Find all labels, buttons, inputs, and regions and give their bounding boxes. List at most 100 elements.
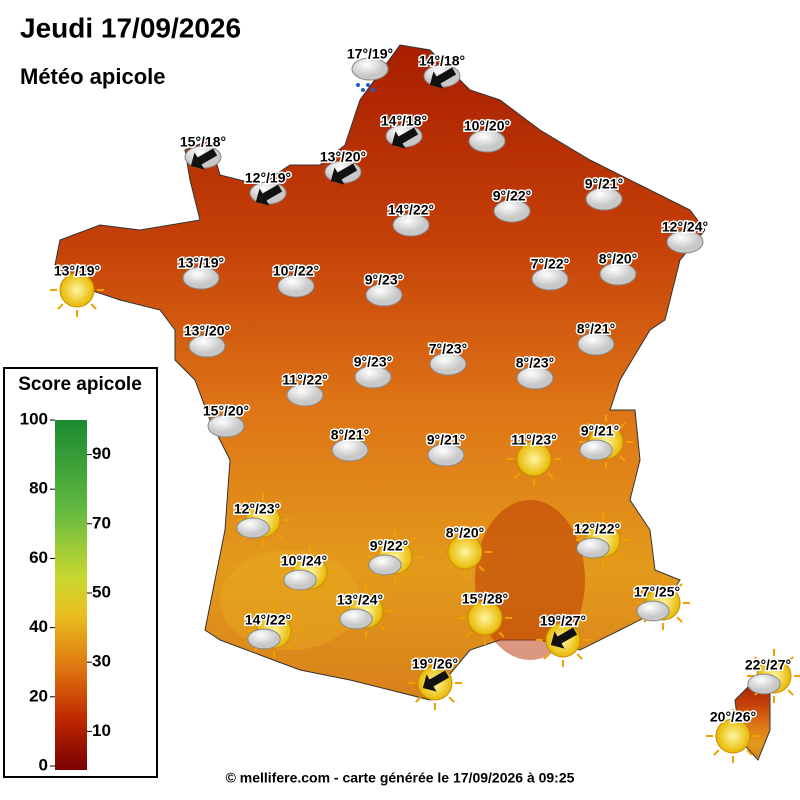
sun-ray <box>415 696 422 703</box>
city-forecast: 9°/22° <box>493 188 531 204</box>
sun-ray <box>713 749 720 756</box>
sun <box>447 534 483 570</box>
legend-tick-label: 10 <box>92 721 111 740</box>
cloud <box>427 443 465 467</box>
legend: Score apicole 0 10 20 30 40 50 60 70 80 90 100 <box>3 367 158 778</box>
city-forecast: 9°/21° <box>585 176 623 192</box>
sun-ray <box>643 583 650 590</box>
city-forecast: 15°/18° <box>180 134 226 150</box>
city-forecast: 8°/23° <box>516 355 554 371</box>
sun-ray <box>787 689 794 696</box>
cloud <box>493 199 531 223</box>
city-forecast: 13°/20° <box>320 149 366 165</box>
legend-title: Score apicole <box>18 374 142 395</box>
sun-ray <box>713 716 720 723</box>
city-forecast: 11°/23° <box>511 432 556 448</box>
sun <box>467 600 503 636</box>
city-labels: 17°/19° 14°/18° 14°/18° 10°/20° 15°/18° 13°/2… <box>52 44 792 726</box>
legend-tick-label: 80 <box>29 479 48 498</box>
city-forecast: 12°/22° <box>574 521 620 537</box>
legend-tick-label: 70 <box>92 513 111 532</box>
sun-ray <box>57 303 64 310</box>
cloud <box>368 554 402 576</box>
cloud <box>468 129 506 153</box>
legend-tick-label: 50 <box>92 582 111 601</box>
cloud <box>365 283 403 307</box>
cloud <box>339 608 373 630</box>
sun-ray <box>586 422 593 429</box>
sun-ray <box>576 620 583 627</box>
sun-ray <box>276 533 283 540</box>
sun-ray <box>514 472 521 479</box>
city-forecast: 12°/19° <box>245 170 291 186</box>
rain-drop <box>366 83 370 87</box>
cloud <box>247 628 281 650</box>
sun-ray <box>547 439 554 446</box>
wind-arrow <box>330 163 358 185</box>
sun <box>516 441 552 477</box>
city-forecast: 19°/27° <box>540 613 586 629</box>
sun-ray <box>583 520 590 527</box>
cloud <box>286 383 324 407</box>
city-forecast: 12°/23° <box>234 501 280 517</box>
wind-arrow <box>550 627 578 649</box>
sun <box>715 718 751 754</box>
cloud <box>283 569 317 591</box>
sun-ray <box>448 696 455 703</box>
sun-ray <box>746 716 753 723</box>
city-forecast: 9°/23° <box>365 272 403 288</box>
sun-ray <box>676 583 683 590</box>
sun-ray <box>323 552 330 559</box>
city-forecast: 12°/24° <box>662 219 708 235</box>
legend-tick-label: 60 <box>29 548 48 567</box>
sun-ray <box>543 620 550 627</box>
cloud <box>577 332 615 356</box>
sun-ray <box>408 570 415 577</box>
cloud <box>666 230 704 254</box>
city-forecast: 13°/24° <box>337 592 383 608</box>
sun-ray <box>547 472 554 479</box>
sun-ray <box>787 656 794 663</box>
city-forecast: 20°/26° <box>710 709 756 725</box>
sun-ray <box>408 537 415 544</box>
wind-arrow <box>429 67 457 89</box>
city-forecast: 14°/22° <box>245 612 291 628</box>
city-forecast: 10°/20° <box>464 118 510 134</box>
wind-arrow <box>255 184 283 206</box>
sun-ray <box>290 552 297 559</box>
city-forecast: 17°/25° <box>634 584 680 600</box>
sun-ray <box>90 270 97 277</box>
city-forecast: 15°/20° <box>203 403 249 419</box>
sun-ray <box>576 653 583 660</box>
sun-ray <box>346 591 353 598</box>
cloud <box>576 537 610 559</box>
sun-ray <box>514 439 521 446</box>
sun-ray <box>498 598 505 605</box>
city-forecast: 10°/22° <box>273 263 319 279</box>
sun-ray <box>478 565 485 572</box>
sun-ray <box>478 532 485 539</box>
sun-ray <box>243 500 250 507</box>
city-forecast: 14°/18° <box>419 53 465 69</box>
wind-arrow <box>422 670 450 692</box>
city-forecast: 22°/27° <box>745 657 791 673</box>
legend-tick-label: 30 <box>92 652 111 671</box>
cloud <box>188 334 226 358</box>
city-forecast: 15°/28° <box>462 591 508 607</box>
sun-ray <box>90 303 97 310</box>
cloud <box>351 57 389 81</box>
cloud <box>207 414 245 438</box>
title: Jeudi 17/09/2026 <box>20 12 241 43</box>
legend-tick-label: 0 <box>39 755 48 774</box>
sun-ray <box>619 455 626 462</box>
city-forecast: 14°/18° <box>381 113 427 129</box>
sun-ray <box>287 611 294 618</box>
cloud <box>182 266 220 290</box>
rain-drop <box>371 88 375 92</box>
wind-arrow <box>190 148 218 170</box>
city-forecast: 9°/23° <box>354 354 392 370</box>
weather-icons <box>50 57 800 763</box>
sun-ray <box>445 532 452 539</box>
france <box>54 44 771 761</box>
